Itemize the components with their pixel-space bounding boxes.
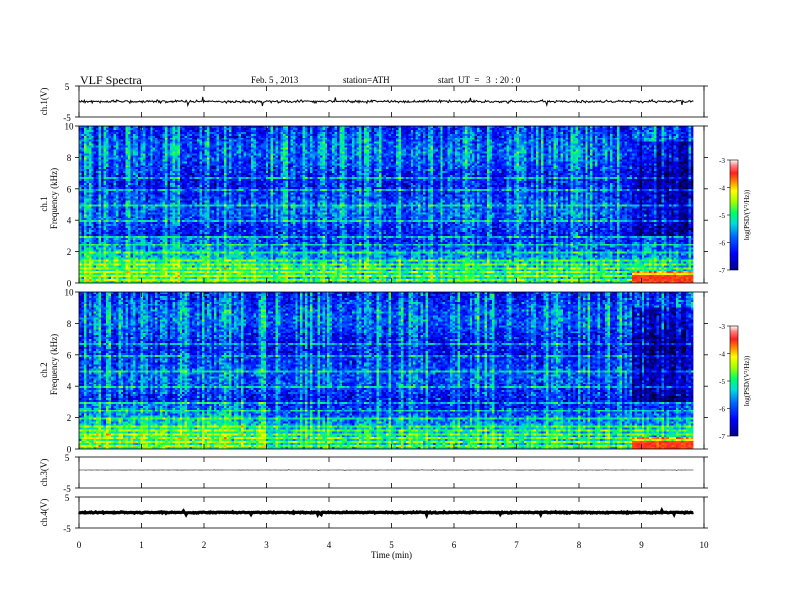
ch1-spectrogram-ytick-label: 0 <box>67 279 72 289</box>
x-tick-label: 10 <box>700 540 710 550</box>
ch1-spectrogram-ytick-label: 2 <box>67 247 72 257</box>
ch2-spectrogram-channel-label: ch.2 <box>39 362 49 377</box>
ch4-waveform-trace <box>77 506 694 520</box>
ch1-spectrogram-ytick-label: 10 <box>65 122 75 132</box>
x-tick-label: 1 <box>139 540 144 550</box>
x-tick-label: 4 <box>327 540 332 550</box>
ch3-waveform-ytick-label: 5 <box>65 453 70 463</box>
ch2-spectrogram-colorbar-tick-label: -5 <box>719 378 725 386</box>
ch2-spectrogram-colorbar-tick-label: -6 <box>719 406 725 414</box>
ch1-spectrogram-ytick-label: 4 <box>67 216 72 226</box>
ch2-spectrogram-colorbar-tick-label: -7 <box>719 433 725 441</box>
station-label: station=ATH <box>343 75 390 85</box>
ch2-spectrogram-ytick-label: 4 <box>67 382 72 392</box>
ch1-spectrogram-colorbar-tick-label: -4 <box>719 185 725 193</box>
ch1-spectrogram-colorbar-tick-label: -5 <box>719 212 725 220</box>
ch1-spectrogram-heatmap <box>79 126 694 283</box>
start-time-label: start UT = 3 : 20 : 0 <box>438 75 521 85</box>
x-tick-label: 9 <box>639 540 644 550</box>
x-axis-label: Time (min) <box>371 550 412 560</box>
ch2-spectrogram-ytick-label: 8 <box>67 319 72 329</box>
ch1-spectrogram-channel-label: ch.1 <box>39 196 49 211</box>
ch1-waveform-ytick-label: 5 <box>65 82 70 92</box>
x-tick-label: 5 <box>389 540 394 550</box>
ch2-spectrogram-colorbar-tick-label: -3 <box>719 323 725 331</box>
ch2-spectrogram-colorbar-tick-label: -4 <box>719 351 725 359</box>
date-label: Feb. 5 , 2013 <box>251 75 299 85</box>
ch1-waveform-ytick-label: -5 <box>63 113 71 123</box>
ch1-spectrogram-colorbar-tick-label: -6 <box>719 240 725 248</box>
ch2-spectrogram-heatmap <box>79 292 694 449</box>
ch2-spectrogram-colorbar-label: log(PSD/(V²/Hz)) <box>743 355 751 406</box>
ch1-spectrogram-colorbar-tick-label: -3 <box>719 157 725 165</box>
x-tick-label: 2 <box>202 540 207 550</box>
ch1-spectrogram-colorbar <box>729 159 739 271</box>
ch3-waveform-trace <box>78 469 694 471</box>
ch1-spectrogram-colorbar-label: log(PSD/(V²/Hz)) <box>743 189 751 240</box>
ch1-spectrogram-ylabel: Frequency (kHz) <box>49 168 59 229</box>
x-tick-label: 8 <box>577 540 582 550</box>
ch2-spectrogram-ytick-label: 0 <box>67 445 72 455</box>
ch2-spectrogram-ytick-label: 2 <box>67 413 72 423</box>
ch1-spectrogram-ytick-label: 6 <box>67 184 72 194</box>
x-tick-label: 3 <box>264 540 269 550</box>
ch2-spectrogram-ytick-label: 6 <box>67 350 72 360</box>
ch1-spectrogram-ytick-label: 8 <box>67 153 72 163</box>
ch2-spectrogram-colorbar <box>729 325 739 437</box>
ch2-spectrogram-ylabel: Frequency (kHz) <box>49 334 59 395</box>
ch1-spectrogram-colorbar-tick-label: -7 <box>719 267 725 275</box>
ch3-waveform-ylabel: ch.3(V) <box>39 459 49 487</box>
x-tick-label: 6 <box>452 540 457 550</box>
x-tick-label: 7 <box>514 540 519 550</box>
ch1-waveform-ylabel: ch.1(V) <box>39 88 49 116</box>
x-tick-label: 0 <box>77 540 82 550</box>
figure-title: VLF Spectra <box>80 73 142 87</box>
ch1-waveform-trace <box>78 96 694 108</box>
ch2-spectrogram-ytick-label: 10 <box>65 288 75 298</box>
ch4-waveform-ytick-label: -5 <box>63 524 71 534</box>
ch4-waveform-ytick-label: 5 <box>65 493 70 503</box>
ch4-waveform-ylabel: ch.4(V) <box>39 499 49 527</box>
ch3-waveform-ytick-label: -5 <box>63 484 71 494</box>
